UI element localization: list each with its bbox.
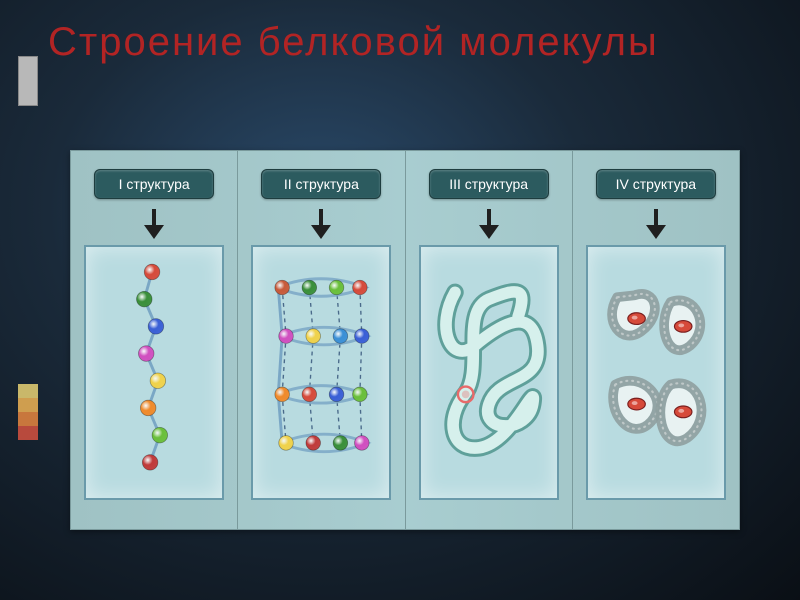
panel-secondary xyxy=(251,245,391,500)
tab-primary: I структура xyxy=(94,169,214,199)
arrow-shape xyxy=(144,209,164,239)
tab-secondary: II структура xyxy=(261,169,381,199)
tab-quaternary: IV структура xyxy=(596,169,716,199)
side-bar-top xyxy=(18,56,38,106)
arrow-icon xyxy=(307,207,335,241)
column-secondary: II структура xyxy=(238,151,405,529)
column-tertiary: III структура xyxy=(406,151,573,529)
tab-tertiary: III структура xyxy=(429,169,549,199)
side-seg-3 xyxy=(18,426,38,440)
panel-primary xyxy=(84,245,224,500)
side-seg-1 xyxy=(18,398,38,412)
side-bar-bottom xyxy=(18,384,38,440)
column-quaternary: IV структура xyxy=(573,151,739,529)
arrow-icon xyxy=(475,207,503,241)
side-seg-0 xyxy=(18,384,38,398)
arrow-icon xyxy=(642,207,670,241)
side-seg-2 xyxy=(18,412,38,426)
panel-tertiary xyxy=(419,245,559,500)
arrow-icon xyxy=(140,207,168,241)
panel-quaternary xyxy=(586,245,726,500)
slide-title: Строение белковой молекулы xyxy=(48,20,659,65)
slide-side-decoration xyxy=(18,0,38,600)
protein-structure-diagram: I структура II структура III структура I… xyxy=(70,150,740,530)
column-primary: I структура xyxy=(71,151,238,529)
